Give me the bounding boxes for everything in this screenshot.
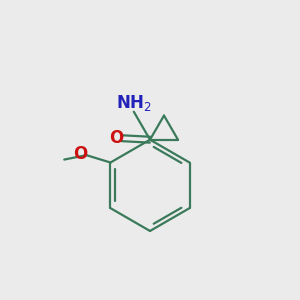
Text: O: O	[110, 129, 124, 147]
Text: NH$_2$: NH$_2$	[116, 93, 152, 113]
Text: O: O	[73, 145, 88, 163]
